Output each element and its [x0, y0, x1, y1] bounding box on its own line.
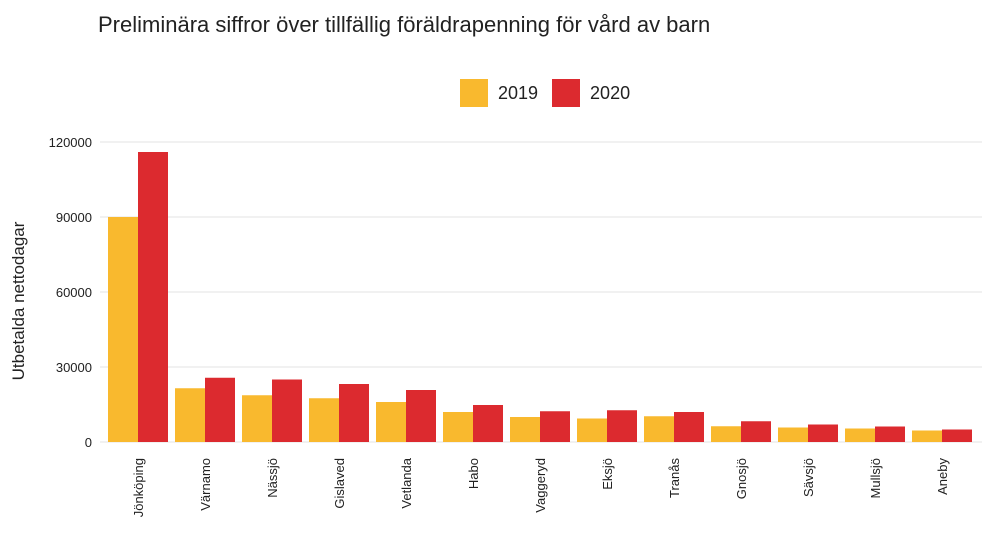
legend-label-2019: 2019: [498, 82, 539, 103]
x-axis-ticks: Jönköping Värnamo Nässjö Gislaved Vetlanda Ha…: [131, 457, 950, 517]
legend: 2019 2020: [460, 79, 644, 107]
x-tick-label: Värnamo: [198, 458, 213, 511]
bar-2019-Jönköping[interactable]: [108, 217, 138, 442]
x-tick-label: Tranås: [667, 458, 682, 498]
bar-2019-Sävsjö[interactable]: [778, 427, 808, 443]
bar-2020-Habo[interactable]: [473, 405, 503, 442]
x-tick-label: Gislaved: [332, 458, 347, 509]
legend-swatch-2020: [552, 79, 581, 107]
bar-2019-Mullsjö[interactable]: [845, 428, 875, 443]
bar-2020-Vetlanda[interactable]: [406, 390, 436, 442]
legend-item-2020[interactable]: 2020: [552, 79, 630, 107]
y-tick-label: 90000: [56, 210, 92, 225]
bar-2019-Nässjö[interactable]: [242, 395, 272, 442]
bar-2019-Värnamo[interactable]: [175, 388, 205, 442]
y-tick-label: 60000: [56, 285, 92, 300]
x-tick-label: Mullsjö: [868, 458, 883, 498]
bar-2020-Gnosjö[interactable]: [741, 421, 771, 442]
x-tick-label: Nässjö: [265, 458, 280, 498]
bar-2020-Jönköping[interactable]: [138, 152, 168, 442]
x-tick-label: Vaggeryd: [533, 458, 548, 513]
y-tick-label: 30000: [56, 360, 92, 375]
bar-2020-Värnamo[interactable]: [205, 377, 235, 442]
bar-2019-Tranås[interactable]: [644, 416, 674, 442]
legend-swatch-2019: [460, 79, 488, 107]
bar-2019-Habo[interactable]: [443, 412, 473, 442]
x-tick-label: Jönköping: [131, 458, 146, 517]
x-tick-label: Aneby: [935, 458, 950, 495]
bar-2019-Gislaved[interactable]: [309, 398, 339, 442]
legend-item-2019[interactable]: 2019: [460, 79, 538, 107]
bar-2019-Eksjö[interactable]: [577, 418, 607, 443]
y-axis-title: Utbetalda nettodagar: [9, 221, 28, 380]
x-tick-label: Vetlanda: [399, 457, 414, 508]
bar-2020-Gislaved[interactable]: [339, 384, 369, 442]
bar-2020-Nässjö[interactable]: [272, 379, 302, 443]
chart-title: Preliminära siffror över tillfällig förä…: [98, 12, 711, 37]
x-tick-label: Sävsjö: [801, 458, 816, 497]
bar-2020-Sävsjö[interactable]: [808, 424, 838, 443]
bar-2019-Vetlanda[interactable]: [376, 402, 406, 442]
x-tick-label: Gnosjö: [734, 458, 749, 499]
bar-2019-Vaggeryd[interactable]: [510, 417, 540, 442]
bar-2020-Aneby[interactable]: [942, 429, 972, 443]
bar-2020-Eksjö[interactable]: [607, 410, 637, 442]
bar-2019-Gnosjö[interactable]: [711, 426, 741, 442]
x-tick-label: Habo: [466, 458, 481, 489]
bars: [108, 152, 972, 442]
bar-2020-Vaggeryd[interactable]: [540, 411, 570, 442]
bar-2020-Mullsjö[interactable]: [875, 426, 905, 443]
legend-label-2020: 2020: [590, 82, 631, 103]
bar-2019-Aneby[interactable]: [912, 430, 942, 443]
bar-2020-Tranås[interactable]: [674, 412, 704, 442]
y-tick-label: 0: [85, 435, 92, 450]
y-axis-ticks: 0 30000 60000 90000 120000: [49, 135, 92, 450]
x-tick-label: Eksjö: [600, 458, 615, 490]
y-tick-label: 120000: [49, 135, 92, 150]
